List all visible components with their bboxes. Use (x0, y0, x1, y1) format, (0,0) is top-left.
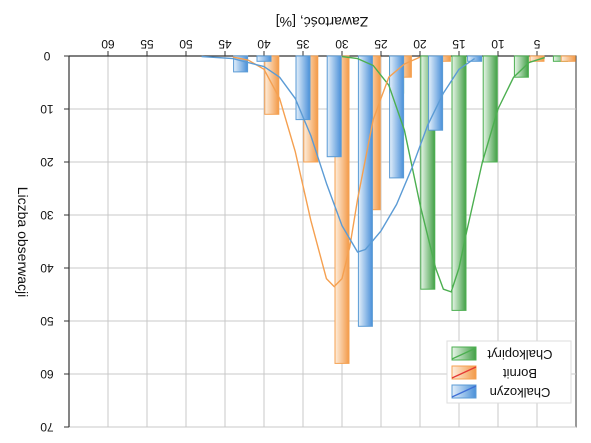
curve-chalkopiryt (341, 55, 546, 293)
bar-bornit (560, 55, 576, 62)
y-tick-label: 0 (43, 49, 50, 63)
bar-chalkozyn (389, 55, 405, 179)
x-tick-label: 25 (374, 37, 388, 51)
x-tick-label: 50 (179, 37, 193, 51)
curve-chalkozyn (201, 55, 475, 253)
bar-chalkopiryt (451, 55, 467, 311)
y-tick-label: 70 (40, 420, 54, 434)
x-tick-label: 10 (491, 37, 505, 51)
legend-line (451, 347, 477, 360)
bar-bornit (529, 55, 545, 62)
x-tick-label: 5 (533, 37, 540, 51)
x-tick-label: 45 (218, 37, 232, 51)
y-tick-label: 20 (40, 155, 54, 169)
bar-chalkopiryt (513, 55, 529, 78)
bar-chalkozyn (256, 55, 272, 62)
tick-labels: 0 10 20 30 40 50 60 70 5 10 15 20 25 30 35 40 45 50 55 60 (40, 37, 540, 434)
bar-chalkopiryt (482, 55, 498, 163)
x-tick-label: 30 (335, 37, 349, 51)
y-axis-title: Liczba obserwacji (15, 187, 31, 298)
legend-label: Bornit (503, 366, 537, 381)
y-tick-label: 50 (40, 314, 54, 328)
curve-bornit (232, 56, 421, 288)
x-axis-title: Zawartość, [%] (276, 14, 369, 30)
bar-chalkozyn (295, 55, 311, 121)
x-tick-label: 60 (101, 37, 115, 51)
bar-chalkozyn (326, 55, 342, 158)
bar-chalkozyn (428, 55, 444, 131)
fitted-curves (201, 55, 546, 293)
y-tick-label: 10 (40, 102, 54, 116)
y-tick-label: 60 (40, 367, 54, 381)
legend-line (451, 366, 477, 379)
y-tick-label: 30 (40, 208, 54, 222)
legend-label: Chalkopiryt (487, 347, 552, 362)
bar-chalkozyn (357, 55, 373, 327)
y-tick-label: 40 (40, 261, 54, 275)
x-tick-label: 35 (296, 37, 310, 51)
x-tick-label: 15 (452, 37, 466, 51)
legend-label: Chalkozyn (490, 385, 551, 400)
x-tick-label: 55 (140, 37, 154, 51)
legend-line (451, 385, 477, 398)
x-tick-label: 40 (257, 37, 271, 51)
bars (233, 55, 576, 364)
x-tick-label: 20 (413, 37, 427, 51)
legend: Chalkopiryt Bornit Chalkozyn (446, 340, 572, 404)
